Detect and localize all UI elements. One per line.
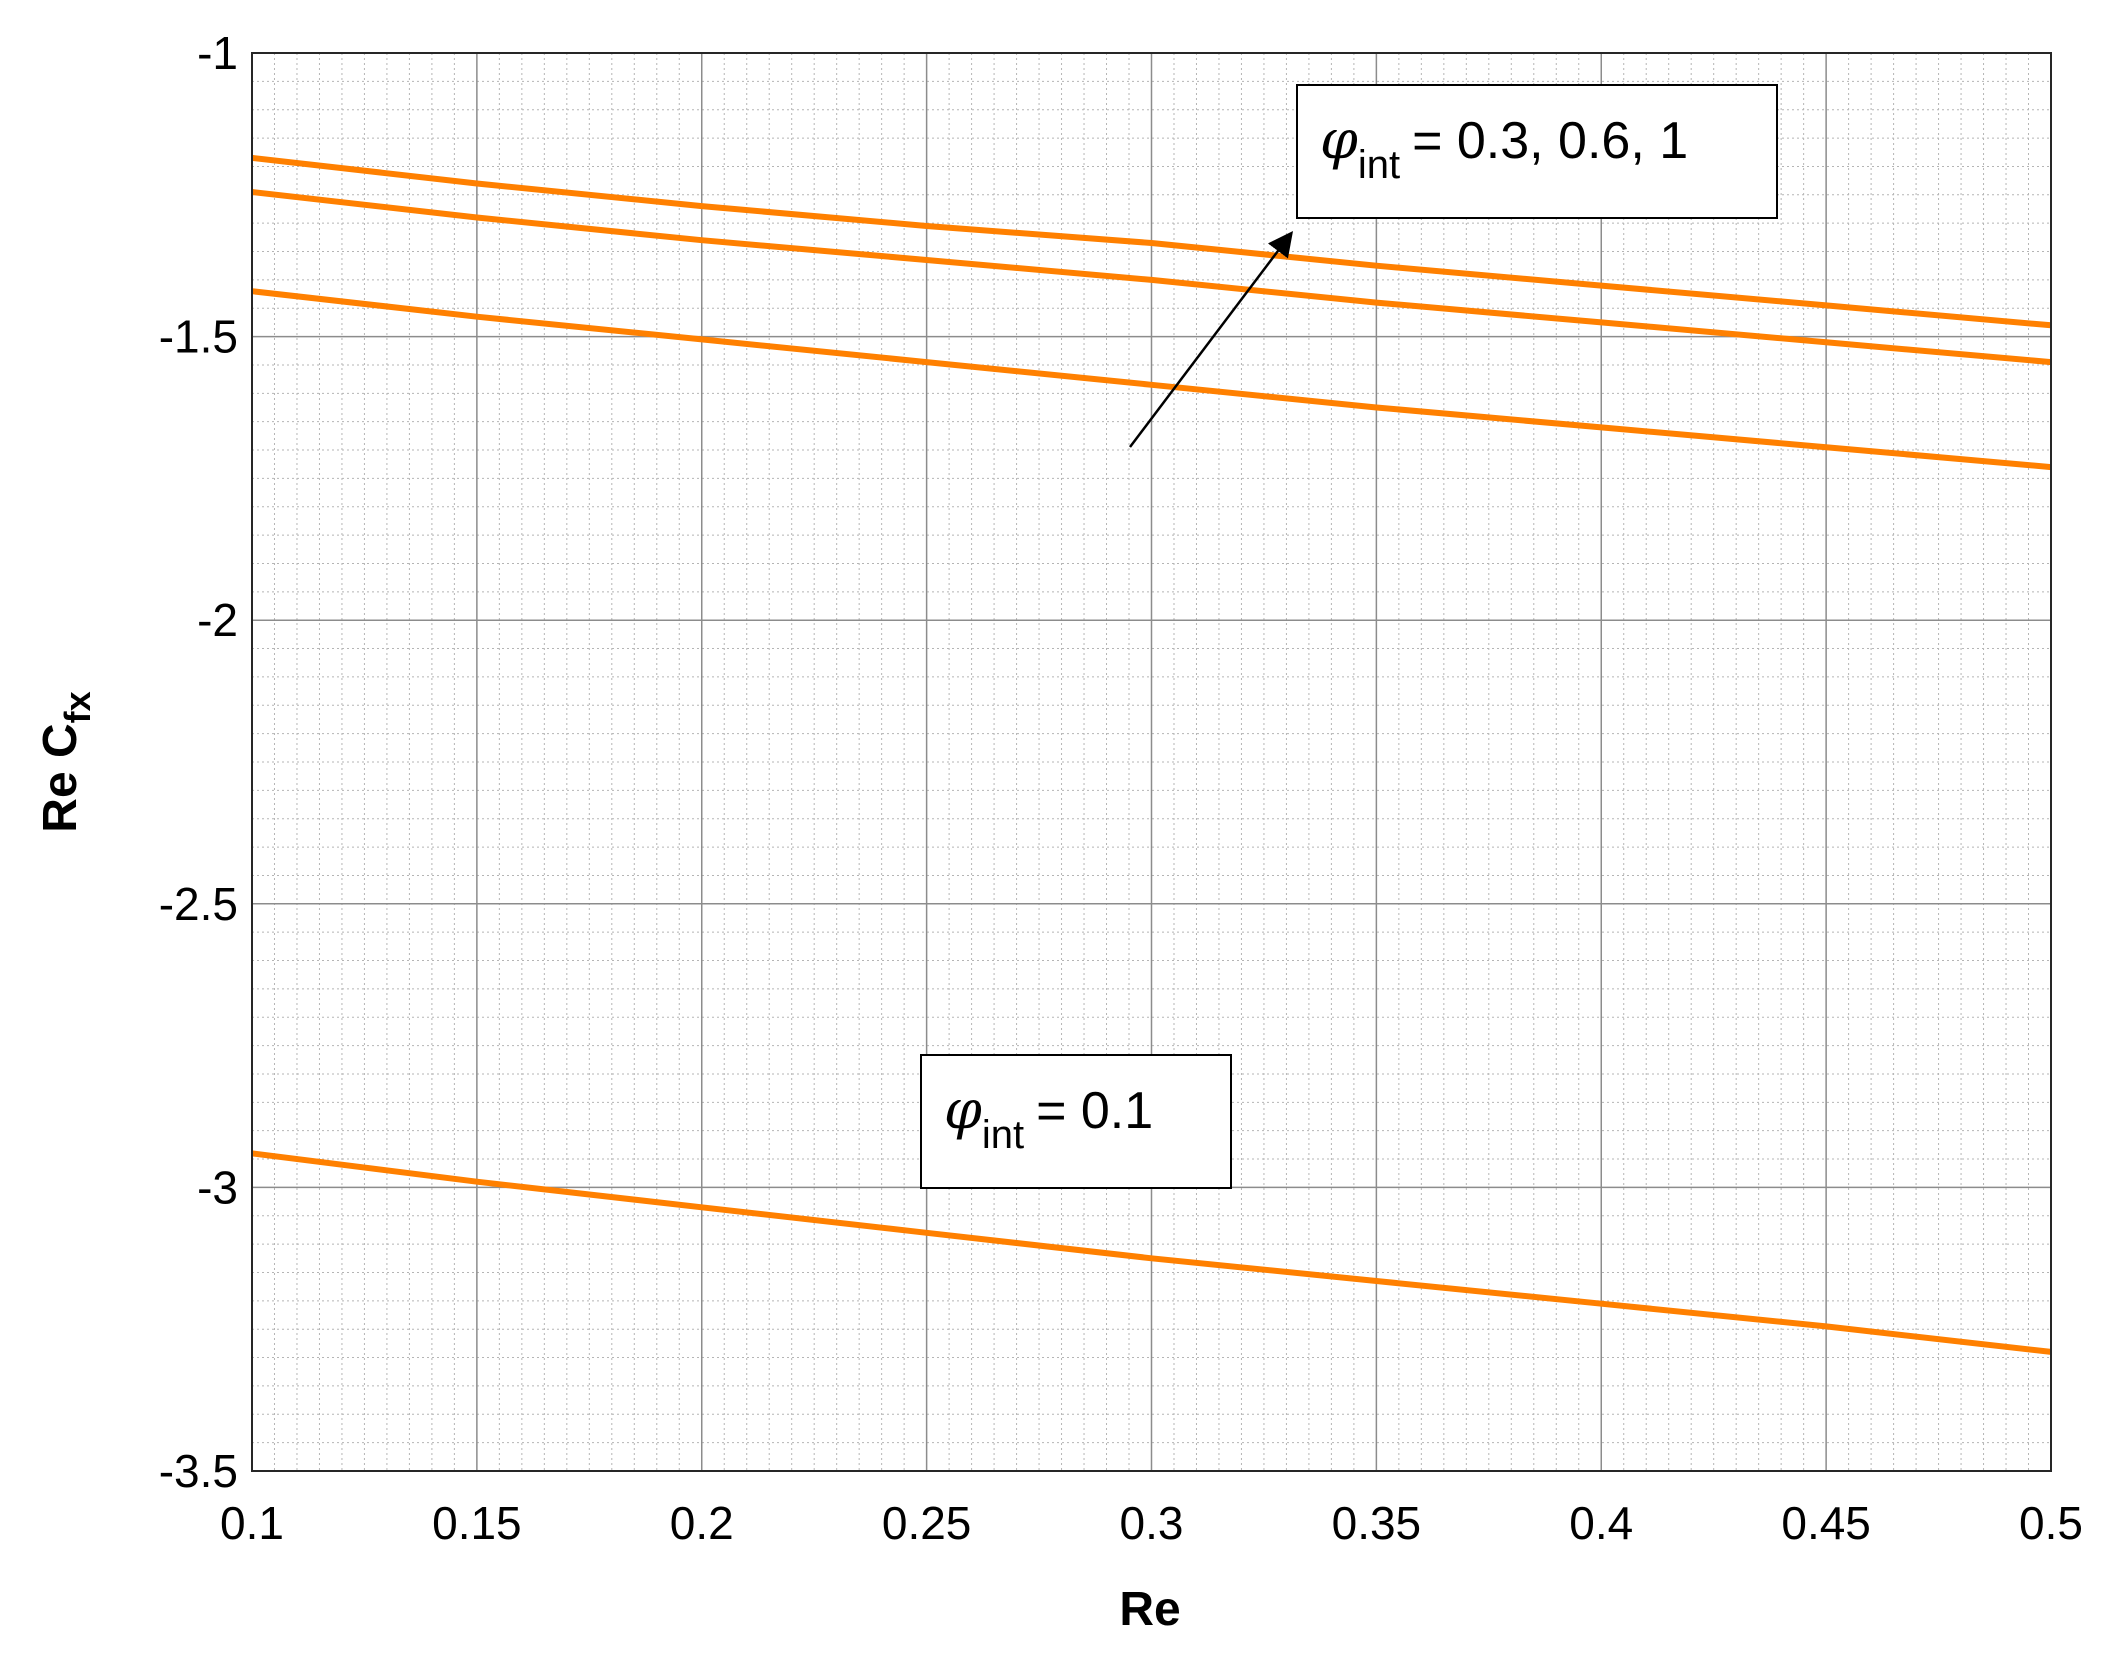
- annotation-phi-low: φint = 0.1: [920, 1054, 1232, 1189]
- y-tick-labels: -1 -1.5 -2 -2.5 -3 -3.5: [159, 27, 238, 1497]
- annotation-subscript-low: int: [982, 1113, 1024, 1157]
- y-tick-label: -3.5: [159, 1445, 238, 1497]
- series-line-4: [251, 1150, 2052, 1355]
- x-tick-label: 0.15: [432, 1497, 522, 1549]
- y-axis-title-subscript: fx: [57, 691, 98, 723]
- y-axis-title-main: Re C: [34, 723, 87, 832]
- x-tick-label: 0.1: [220, 1497, 284, 1549]
- y-tick-label: -1: [197, 27, 238, 79]
- y-tick-label: -1.5: [159, 311, 238, 363]
- y-tick-label: -2: [197, 594, 238, 646]
- series-layer: [251, 154, 2052, 1355]
- x-tick-labels: 0.1 0.15 0.2 0.25 0.3 0.35 0.4 0.45 0.5: [220, 1497, 2083, 1549]
- annotation-phi-high: φint = 0.3, 0.6, 1: [1129, 84, 1778, 448]
- annotation-subscript-high: int: [1358, 143, 1400, 187]
- annotation-box-high: [1296, 84, 1778, 219]
- annotation-text-high: = 0.3, 0.6, 1: [1412, 112, 1688, 170]
- x-tick-label: 0.5: [2019, 1497, 2083, 1549]
- x-tick-label: 0.45: [1781, 1497, 1871, 1549]
- series-line-1: [251, 154, 2052, 329]
- y-tick-label: -2.5: [159, 878, 238, 930]
- y-axis-title: Re Cfx: [34, 691, 98, 832]
- series-line-3: [251, 288, 2052, 471]
- annotation-box-low: [920, 1054, 1232, 1189]
- annotation-symbol-low: φ: [944, 1078, 982, 1141]
- svg-text:φint= 0.1: φint = 0.1: [944, 1078, 1153, 1157]
- x-axis-title: Re: [1119, 1583, 1180, 1636]
- annotation-arrow: [1129, 231, 1294, 448]
- x-tick-label: 0.2: [670, 1497, 734, 1549]
- plot-frame: [251, 52, 2052, 1472]
- series-line-2: [251, 189, 2052, 366]
- svg-text:φint= 0.3, 0.6, 1: φint = 0.3, 0.6, 1: [1320, 108, 1688, 187]
- x-tick-label: 0.25: [882, 1497, 972, 1549]
- annotation-text-low: = 0.1: [1036, 1082, 1153, 1140]
- x-tick-label: 0.4: [1569, 1497, 1633, 1549]
- y-tick-label: -3: [197, 1161, 238, 1213]
- annotation-symbol-high: φ: [1320, 108, 1358, 171]
- x-tick-label: 0.35: [1332, 1497, 1422, 1549]
- minor-grid: [252, 53, 2051, 1471]
- x-tick-label: 0.3: [1120, 1497, 1184, 1549]
